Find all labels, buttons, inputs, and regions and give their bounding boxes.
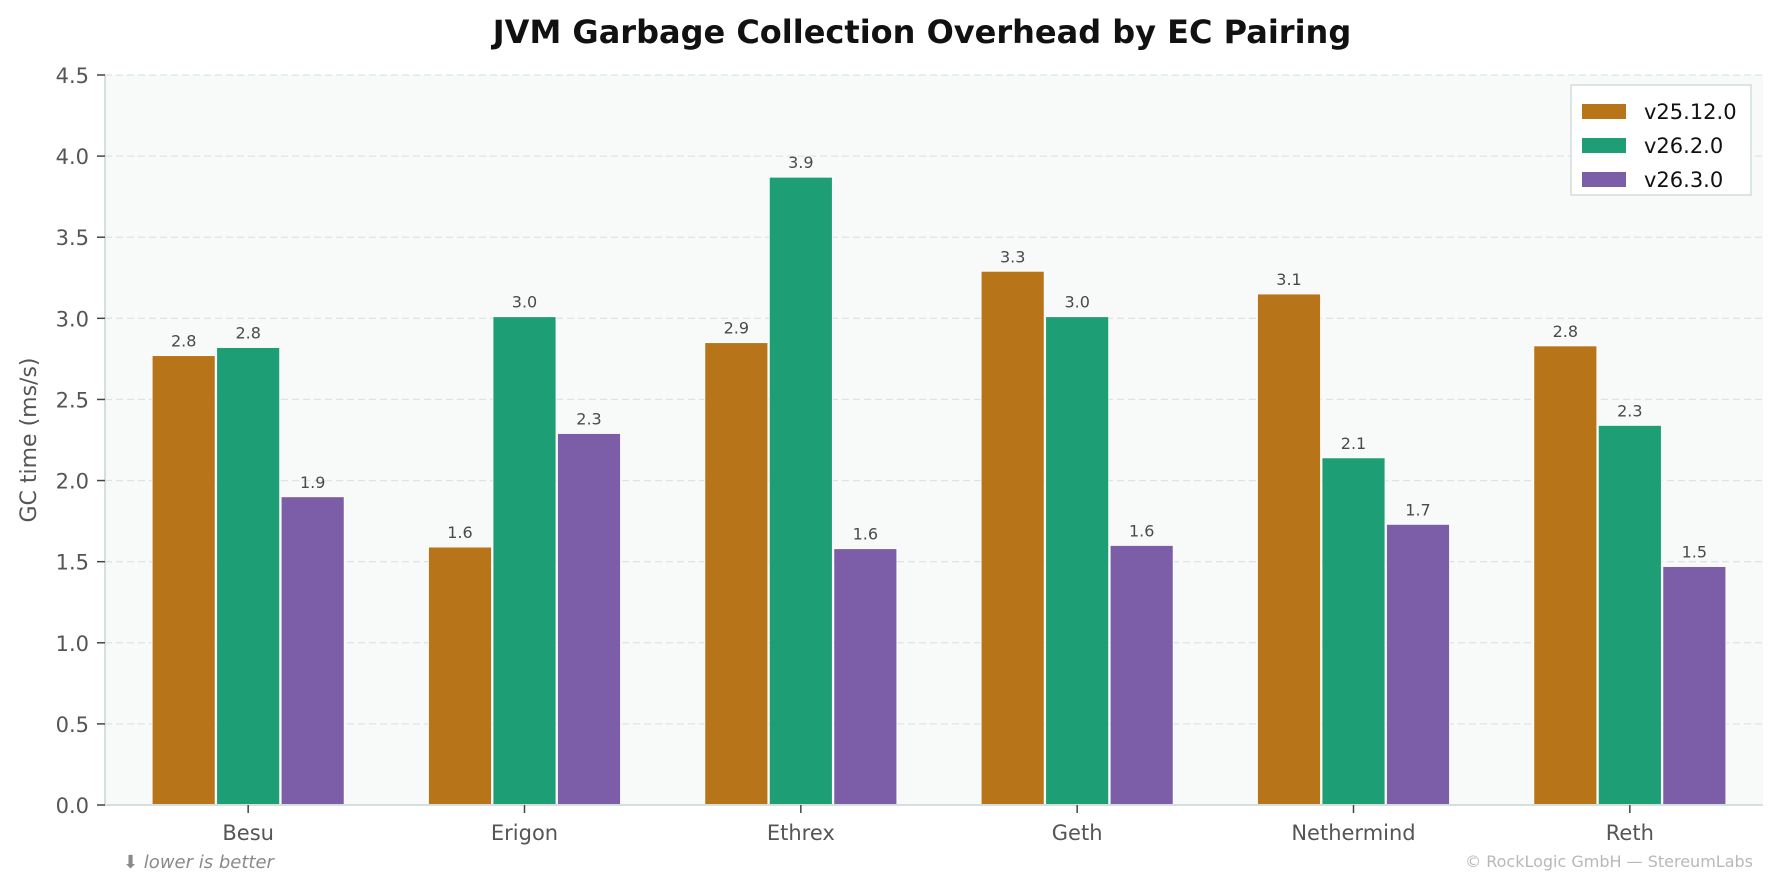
legend-swatch xyxy=(1582,172,1626,187)
legend: v25.12.0 v26.2.0 v26.3.0 xyxy=(1570,84,1752,196)
bar-value-label: 2.9 xyxy=(724,319,749,338)
bar-v26.3.0 xyxy=(557,433,621,806)
bar-value-label: 2.8 xyxy=(171,332,196,351)
y-tick-label: 1.0 xyxy=(56,632,89,656)
y-axis-label: GC time (ms/s) xyxy=(17,357,42,522)
legend-swatch xyxy=(1582,138,1626,153)
bar-v26.3.0 xyxy=(833,548,898,806)
bar-value-label: 1.5 xyxy=(1682,543,1707,562)
legend-swatch xyxy=(1582,104,1626,119)
chart-title: JVM Garbage Collection Overhead by EC Pa… xyxy=(491,13,1351,51)
bar-v26.2.0 xyxy=(768,176,833,806)
legend-item-v25.12.0: v25.12.0 xyxy=(1582,100,1737,124)
y-tick-label: 2.5 xyxy=(56,388,89,412)
x-tick-label: Reth xyxy=(1606,821,1654,845)
bar-v25.12.0 xyxy=(980,270,1045,806)
y-tick-label: 4.0 xyxy=(56,145,89,169)
bar-value-label: 1.6 xyxy=(853,525,878,544)
bar-v25.12.0 xyxy=(428,546,492,806)
bar-v25.12.0 xyxy=(151,355,216,806)
bar-value-label: 3.9 xyxy=(788,153,813,172)
bar-value-label: 1.7 xyxy=(1405,500,1430,519)
x-tick-label: Geth xyxy=(1052,821,1103,845)
bar-value-label: 1.6 xyxy=(447,523,472,542)
bar-value-label: 1.9 xyxy=(300,473,325,492)
bar-group-erigon: 1.6 3.0 2.3 xyxy=(428,293,621,806)
bars: 2.8 2.8 1.9 1.6 3.0 2.3 2.9 3.9 1.6 3.3 3.0 1.6 3.1 2… xyxy=(151,153,1727,806)
bar-value-label: 3.0 xyxy=(512,293,537,312)
bar-v26.2.0 xyxy=(1597,424,1662,806)
bar-value-label: 2.3 xyxy=(576,410,601,429)
bar-v25.12.0 xyxy=(1533,345,1598,806)
bar-v26.2.0 xyxy=(1045,316,1110,806)
bar-value-label: 1.6 xyxy=(1129,521,1154,540)
x-axis-ticks: Besu Erigon Ethrex Geth Nethermind Reth xyxy=(222,805,1654,845)
y-tick-label: 1.5 xyxy=(56,551,89,575)
legend-label: v26.3.0 xyxy=(1644,168,1723,192)
y-tick-label: 0.5 xyxy=(56,713,89,737)
bar-value-label: 3.1 xyxy=(1276,270,1301,289)
x-tick-label: Nethermind xyxy=(1291,821,1415,845)
bar-value-label: 3.3 xyxy=(1000,247,1025,266)
y-tick-label: 2.0 xyxy=(56,470,89,494)
legend-label: v25.12.0 xyxy=(1644,100,1737,124)
bar-group-besu: 2.8 2.8 1.9 xyxy=(151,324,345,806)
bar-value-label: 2.3 xyxy=(1617,401,1642,420)
y-tick-label: 3.5 xyxy=(56,226,89,250)
x-tick-label: Erigon xyxy=(491,821,558,845)
bar-v26.2.0 xyxy=(216,347,281,806)
copyright-text: © RockLogic GmbH — StereumLabs xyxy=(1465,852,1753,871)
bar-group-reth: 2.8 2.3 1.5 xyxy=(1533,322,1727,806)
bar-v26.3.0 xyxy=(280,496,345,806)
y-tick-label: 0.0 xyxy=(56,794,89,818)
legend-item-v26.2.0: v26.2.0 xyxy=(1582,134,1723,158)
bar-v26.2.0 xyxy=(492,316,557,806)
bar-value-label: 3.0 xyxy=(1064,293,1089,312)
legend-label: v26.2.0 xyxy=(1644,134,1723,158)
bar-v26.2.0 xyxy=(1321,457,1386,806)
y-axis-ticks: 0.0 0.5 1.0 1.5 2.0 2.5 3.0 3.5 4.0 4.5 xyxy=(56,64,105,818)
x-tick-label: Besu xyxy=(222,821,274,845)
y-tick-label: 4.5 xyxy=(56,64,89,88)
bar-group-ethrex: 2.9 3.9 1.6 xyxy=(704,153,898,806)
bar-value-label: 2.1 xyxy=(1341,434,1366,453)
gridlines xyxy=(105,74,1763,725)
y-tick-label: 3.0 xyxy=(56,307,89,331)
bar-v25.12.0 xyxy=(1257,293,1321,806)
legend-item-v26.3.0: v26.3.0 xyxy=(1582,168,1723,192)
axes xyxy=(104,75,1763,806)
bar-value-label: 2.8 xyxy=(235,324,260,343)
bar-v26.3.0 xyxy=(1662,566,1727,806)
bar-v26.3.0 xyxy=(1109,545,1174,806)
bar-value-label: 2.8 xyxy=(1553,322,1578,341)
x-tick-label: Ethrex xyxy=(767,821,835,845)
plot-area xyxy=(105,75,1763,805)
bar-v26.3.0 xyxy=(1386,523,1450,806)
bar-v25.12.0 xyxy=(704,342,769,806)
lower-is-better-note: ⬇ lower is better xyxy=(123,852,276,873)
bar-group-geth: 3.3 3.0 1.6 xyxy=(980,247,1174,806)
bar-group-nethermind: 3.1 2.1 1.7 xyxy=(1257,270,1450,806)
